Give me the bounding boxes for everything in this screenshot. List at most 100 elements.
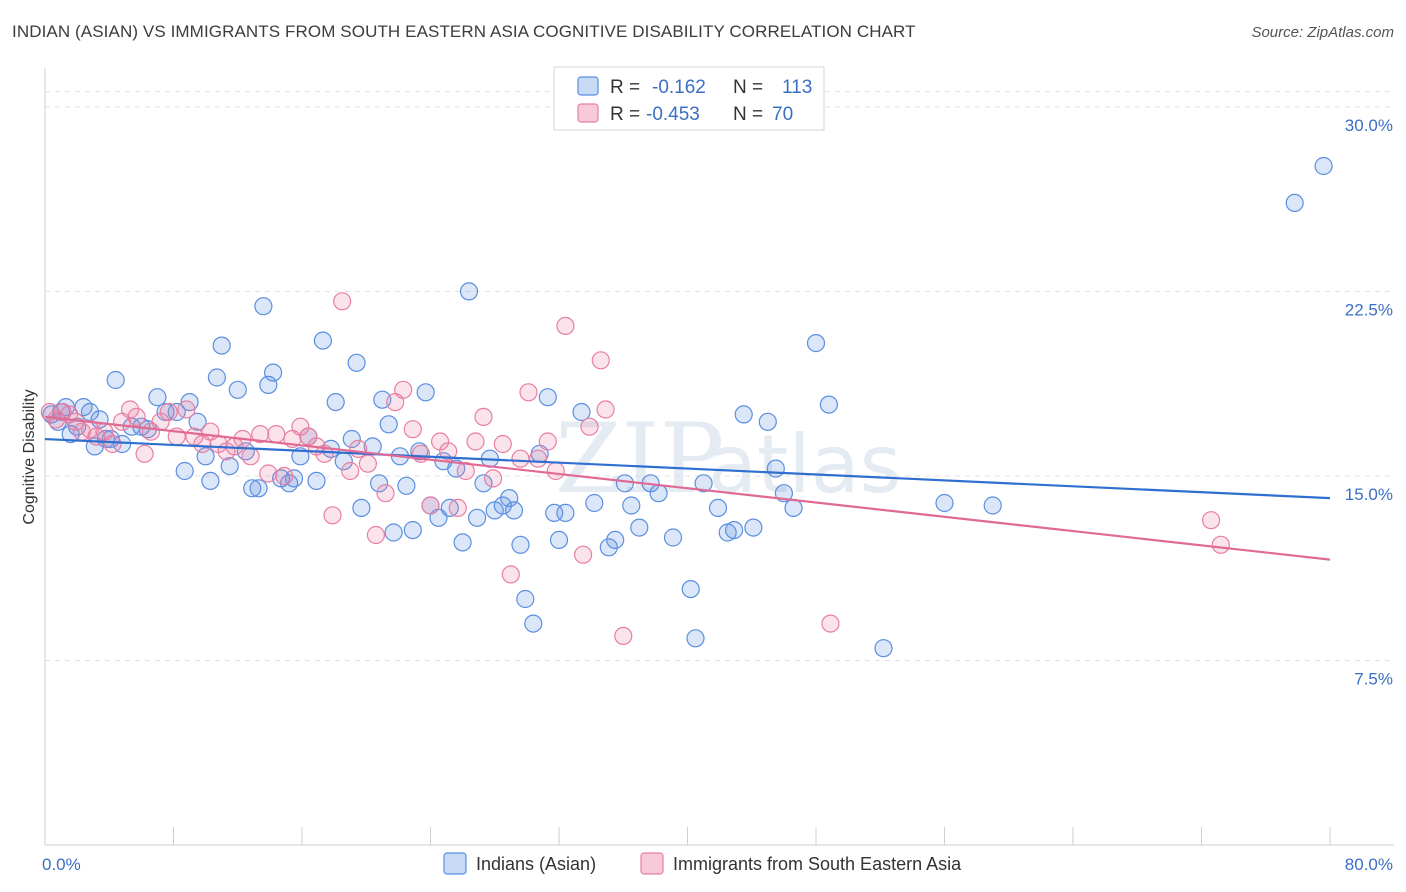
chart-title: INDIAN (ASIAN) VS IMMIGRANTS FROM SOUTH …: [12, 22, 916, 41]
point-s1-42: [376, 484, 395, 503]
point-s0-63: [453, 533, 472, 552]
point-s0-49: [370, 474, 389, 493]
point-s0-30: [243, 479, 262, 498]
point-s0-73: [516, 589, 535, 609]
legend-r-value-2: -0.453: [646, 104, 700, 125]
point-s0-93: [708, 498, 728, 517]
point-s1-28: [259, 464, 278, 483]
point-s1-45: [403, 420, 422, 439]
point-s0-89: [663, 528, 683, 547]
point-s0-69: [493, 496, 512, 515]
point-s0-74: [524, 614, 543, 633]
legend-n-label-1: N =: [733, 77, 763, 98]
point-s0-27: [220, 457, 239, 476]
point-s0-102: [806, 334, 826, 353]
legend-n-label-2: N =: [733, 104, 763, 125]
point-s1-26: [241, 447, 260, 466]
point-s0-24: [201, 471, 220, 490]
point-s1-63: [573, 545, 593, 564]
point-s1-6: [80, 420, 100, 439]
point-s0-101: [784, 498, 803, 517]
bottom-legend: Indians (Asian) Immigrants from South Ea…: [443, 852, 962, 875]
point-s0-45: [342, 429, 361, 449]
data-points: [40, 156, 1333, 658]
legend-box: R = -0.162 N = 113 R = -0.453 N = 70: [553, 66, 825, 131]
point-s0-84: [615, 474, 635, 493]
point-s1-52: [466, 432, 485, 451]
legend-swatch-blue: [577, 76, 599, 96]
point-s0-80: [572, 402, 591, 422]
point-s0-83: [606, 530, 625, 550]
point-s1-60: [538, 432, 557, 451]
point-s0-17: [148, 388, 167, 407]
point-s0-76: [538, 388, 557, 407]
point-s0-107: [1285, 193, 1304, 212]
legend-swatch-pink: [577, 103, 599, 123]
point-s1-57: [511, 449, 530, 468]
point-s1-36: [323, 506, 342, 525]
point-s1-30: [275, 466, 294, 486]
point-s0-31: [249, 479, 268, 498]
point-s1-37: [333, 292, 352, 311]
point-s1-54: [484, 469, 503, 488]
point-s0-25: [207, 368, 226, 387]
point-s0-46: [347, 353, 366, 372]
point-s1-38: [341, 461, 360, 481]
point-s0-78: [549, 530, 569, 550]
trend-lines: [44, 415, 1331, 561]
point-s0-41: [313, 331, 332, 350]
point-s0-26: [212, 336, 231, 355]
axes: [44, 68, 1394, 846]
point-s1-47: [421, 496, 440, 515]
point-s1-69: [1201, 511, 1221, 530]
point-s1-40: [358, 454, 377, 473]
point-s0-91: [686, 629, 705, 648]
point-s1-62: [556, 316, 575, 335]
y-axis-label: Cognitive Disability: [21, 389, 38, 524]
point-s1-9: [103, 434, 122, 454]
point-s0-99: [766, 459, 785, 478]
point-s0-90: [681, 579, 700, 599]
bottom-legend-swatch-blue: [443, 852, 467, 875]
point-s0-85: [622, 496, 641, 515]
y-tick-label-3: 30.0%: [1345, 116, 1393, 135]
trend-line-0: [44, 437, 1331, 500]
watermark-atlas: atlas: [708, 418, 901, 511]
point-s0-97: [744, 518, 763, 537]
legend-n-value-1: 113: [782, 77, 812, 98]
point-s0-79: [556, 503, 575, 523]
point-s1-51: [456, 461, 475, 481]
point-s1-64: [580, 417, 599, 436]
point-s0-82: [599, 538, 618, 557]
point-s1-27: [251, 425, 270, 444]
point-s0-108: [1314, 156, 1333, 176]
x-tick-label-0: 0.0%: [42, 855, 81, 874]
point-s1-39: [349, 439, 368, 458]
point-s0-22: [188, 412, 207, 431]
bottom-legend-label-2: Immigrants from South Eastern Asia: [673, 854, 962, 874]
point-s0-51: [379, 415, 398, 434]
point-s1-65: [591, 351, 610, 370]
point-s0-106: [983, 496, 1002, 515]
point-s0-64: [459, 282, 479, 301]
point-s0-12: [106, 370, 125, 390]
source-label: Source: ZipAtlas.com: [1251, 24, 1394, 41]
point-s0-65: [468, 508, 487, 527]
point-s1-13: [135, 444, 154, 463]
x-tick-labels: 0.0% 80.0%: [42, 855, 1393, 874]
point-s1-11: [121, 400, 140, 419]
point-s1-44: [394, 380, 413, 399]
point-s1-67: [614, 626, 633, 646]
point-s0-57: [416, 383, 435, 402]
point-s0-86: [630, 518, 649, 537]
point-s1-49: [439, 442, 458, 461]
point-s1-50: [448, 498, 467, 517]
grid-lines: [45, 91, 1394, 661]
y-tick-label-0: 7.5%: [1354, 669, 1393, 688]
y-tick-label-2: 22.5%: [1345, 300, 1393, 319]
point-s1-70: [1211, 535, 1230, 554]
point-s0-81: [585, 493, 604, 513]
point-s0-95: [724, 520, 744, 540]
point-s0-104: [874, 639, 893, 658]
